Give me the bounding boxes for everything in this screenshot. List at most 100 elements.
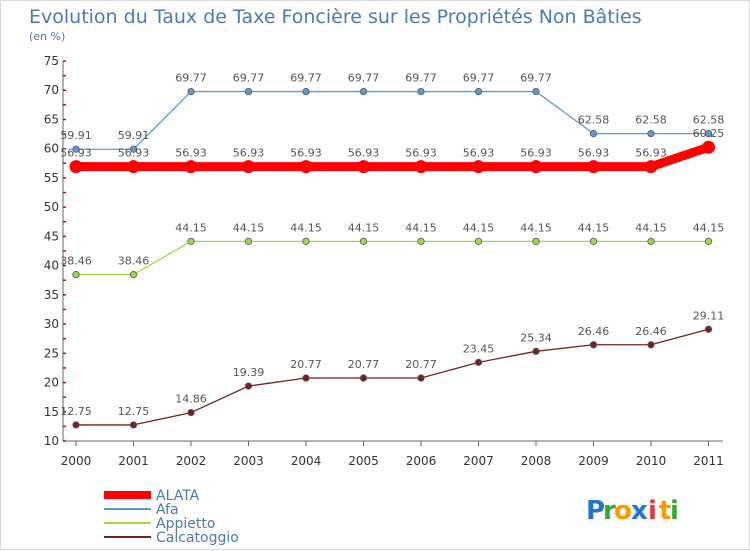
data-point-afa: [417, 87, 425, 96]
chart-axes: 10 15 20 25 30 35 40 45 50 55 60 65 70 75 2000 2001 2002…: [44, 54, 724, 468]
data-point-afa: [359, 87, 368, 96]
data-label-layer: 56.93 56.93 56.93 56.93 56.93 56.93 56.93 56.93…: [60, 72, 724, 418]
data-point-appietto: [474, 237, 483, 245]
data-point-afa: [72, 145, 80, 153]
data-point-appietto: [647, 237, 655, 245]
data-point-alata: [242, 160, 255, 174]
data-label-afa: 69.77: [405, 72, 437, 85]
series-appietto: [72, 237, 713, 279]
data-point-alata: [644, 160, 658, 174]
x-tick-label: 2002: [176, 454, 207, 468]
data-point-appietto: [302, 237, 310, 245]
series-line-afa: [75, 90, 710, 150]
brand-letter: o: [614, 496, 632, 526]
data-label-afa: 69.77: [290, 72, 322, 85]
legend-label-calcatoggio: Calcatoggio: [156, 530, 239, 546]
data-label-calcatoggio: 20.77: [290, 358, 322, 371]
data-point-appietto: [417, 237, 425, 245]
data-point-appietto: [187, 237, 195, 245]
legend-label-appietto: Appietto: [156, 516, 215, 532]
y-tick-label: 75: [44, 54, 59, 68]
brand-letter: i: [648, 496, 657, 526]
data-point-afa: [704, 130, 713, 138]
brand-letter: r: [603, 496, 616, 526]
y-tick-label: 15: [44, 405, 59, 419]
data-label-calcatoggio: 26.46: [635, 325, 667, 338]
data-point-appietto: [589, 237, 598, 245]
x-tick-label: 2011: [693, 454, 724, 468]
data-label-calcatoggio: 25.34: [520, 331, 552, 344]
y-tick-label: 65: [44, 112, 59, 126]
data-label-appietto: 44.15: [290, 221, 322, 234]
data-label-afa: 59.91: [60, 129, 92, 142]
data-label-calcatoggio: 14.86: [175, 393, 207, 406]
data-label-afa: 69.77: [348, 72, 380, 85]
series-calcatoggio: [72, 325, 713, 429]
data-label-afa: 69.77: [233, 72, 265, 85]
y-tick-label: 55: [44, 171, 59, 185]
y-tick-label: 50: [44, 200, 59, 214]
data-label-alata: 56.93: [635, 147, 667, 160]
x-tick-label: 2001: [118, 454, 149, 468]
data-point-alata: [529, 160, 543, 174]
data-point-afa: [647, 130, 655, 138]
data-point-calcatoggio: [244, 382, 253, 390]
data-point-appietto: [72, 271, 80, 279]
data-label-appietto: 44.15: [348, 221, 380, 234]
data-label-appietto: 44.15: [635, 221, 667, 234]
x-tick-label: 2007: [463, 454, 494, 468]
data-point-afa: [532, 87, 540, 96]
data-label-afa: 62.58: [635, 114, 667, 127]
data-point-calcatoggio: [589, 341, 598, 349]
data-label-alata: 56.93: [233, 147, 265, 160]
data-point-appietto: [244, 237, 253, 245]
data-point-afa: [302, 87, 310, 96]
x-tick-label: 2009: [578, 454, 609, 468]
series-line-appietto: [75, 240, 710, 276]
series-afa: [72, 87, 713, 153]
data-label-calcatoggio: 29.11: [693, 309, 725, 322]
x-tick-label: 2000: [61, 454, 92, 468]
data-point-calcatoggio: [72, 421, 80, 429]
data-label-alata: 56.93: [405, 147, 437, 160]
y-tick-label: 60: [44, 142, 59, 156]
y-tick-label: 45: [44, 229, 59, 243]
data-label-appietto: 44.15: [405, 221, 437, 234]
data-point-calcatoggio: [474, 358, 483, 366]
x-tick-label: 2005: [348, 454, 379, 468]
brand-logo: Pro x i ti: [586, 496, 679, 526]
data-label-alata: 56.93: [60, 147, 92, 160]
brand-letter: P: [586, 496, 605, 526]
y-tick-label: 40: [44, 259, 59, 273]
data-label-afa: 59.91: [118, 129, 150, 142]
y-tick-label: 10: [44, 434, 59, 448]
data-point-alata: [414, 160, 428, 174]
data-label-calcatoggio: 19.39: [233, 366, 265, 379]
data-point-alata: [357, 160, 370, 174]
data-label-alata: 56.93: [175, 147, 207, 160]
series-line-calcatoggio: [75, 328, 710, 426]
x-tick-label: 2008: [521, 454, 552, 468]
y-tick-label: 30: [44, 317, 59, 331]
series-line-alata: [71, 142, 713, 172]
data-point-calcatoggio: [187, 408, 195, 417]
brand-letter: x: [631, 496, 648, 526]
data-label-calcatoggio: 23.45: [463, 342, 495, 355]
y-tick-label: 35: [44, 288, 59, 302]
chart-title: Evolution du Taux de Taxe Foncière sur l…: [29, 6, 642, 28]
x-tick-label: 2004: [291, 454, 322, 468]
data-point-appietto: [532, 237, 540, 245]
data-point-afa: [244, 87, 253, 96]
y-tick-label: 20: [44, 376, 59, 390]
data-label-appietto: 44.15: [520, 221, 552, 234]
data-label-appietto: 38.46: [118, 255, 150, 268]
data-point-afa: [589, 130, 598, 138]
data-label-afa: 69.77: [175, 72, 207, 85]
data-point-alata: [702, 140, 715, 154]
data-label-alata: 56.93: [520, 147, 552, 160]
data-label-calcatoggio: 12.75: [60, 405, 92, 418]
data-label-calcatoggio: 20.77: [348, 358, 380, 371]
